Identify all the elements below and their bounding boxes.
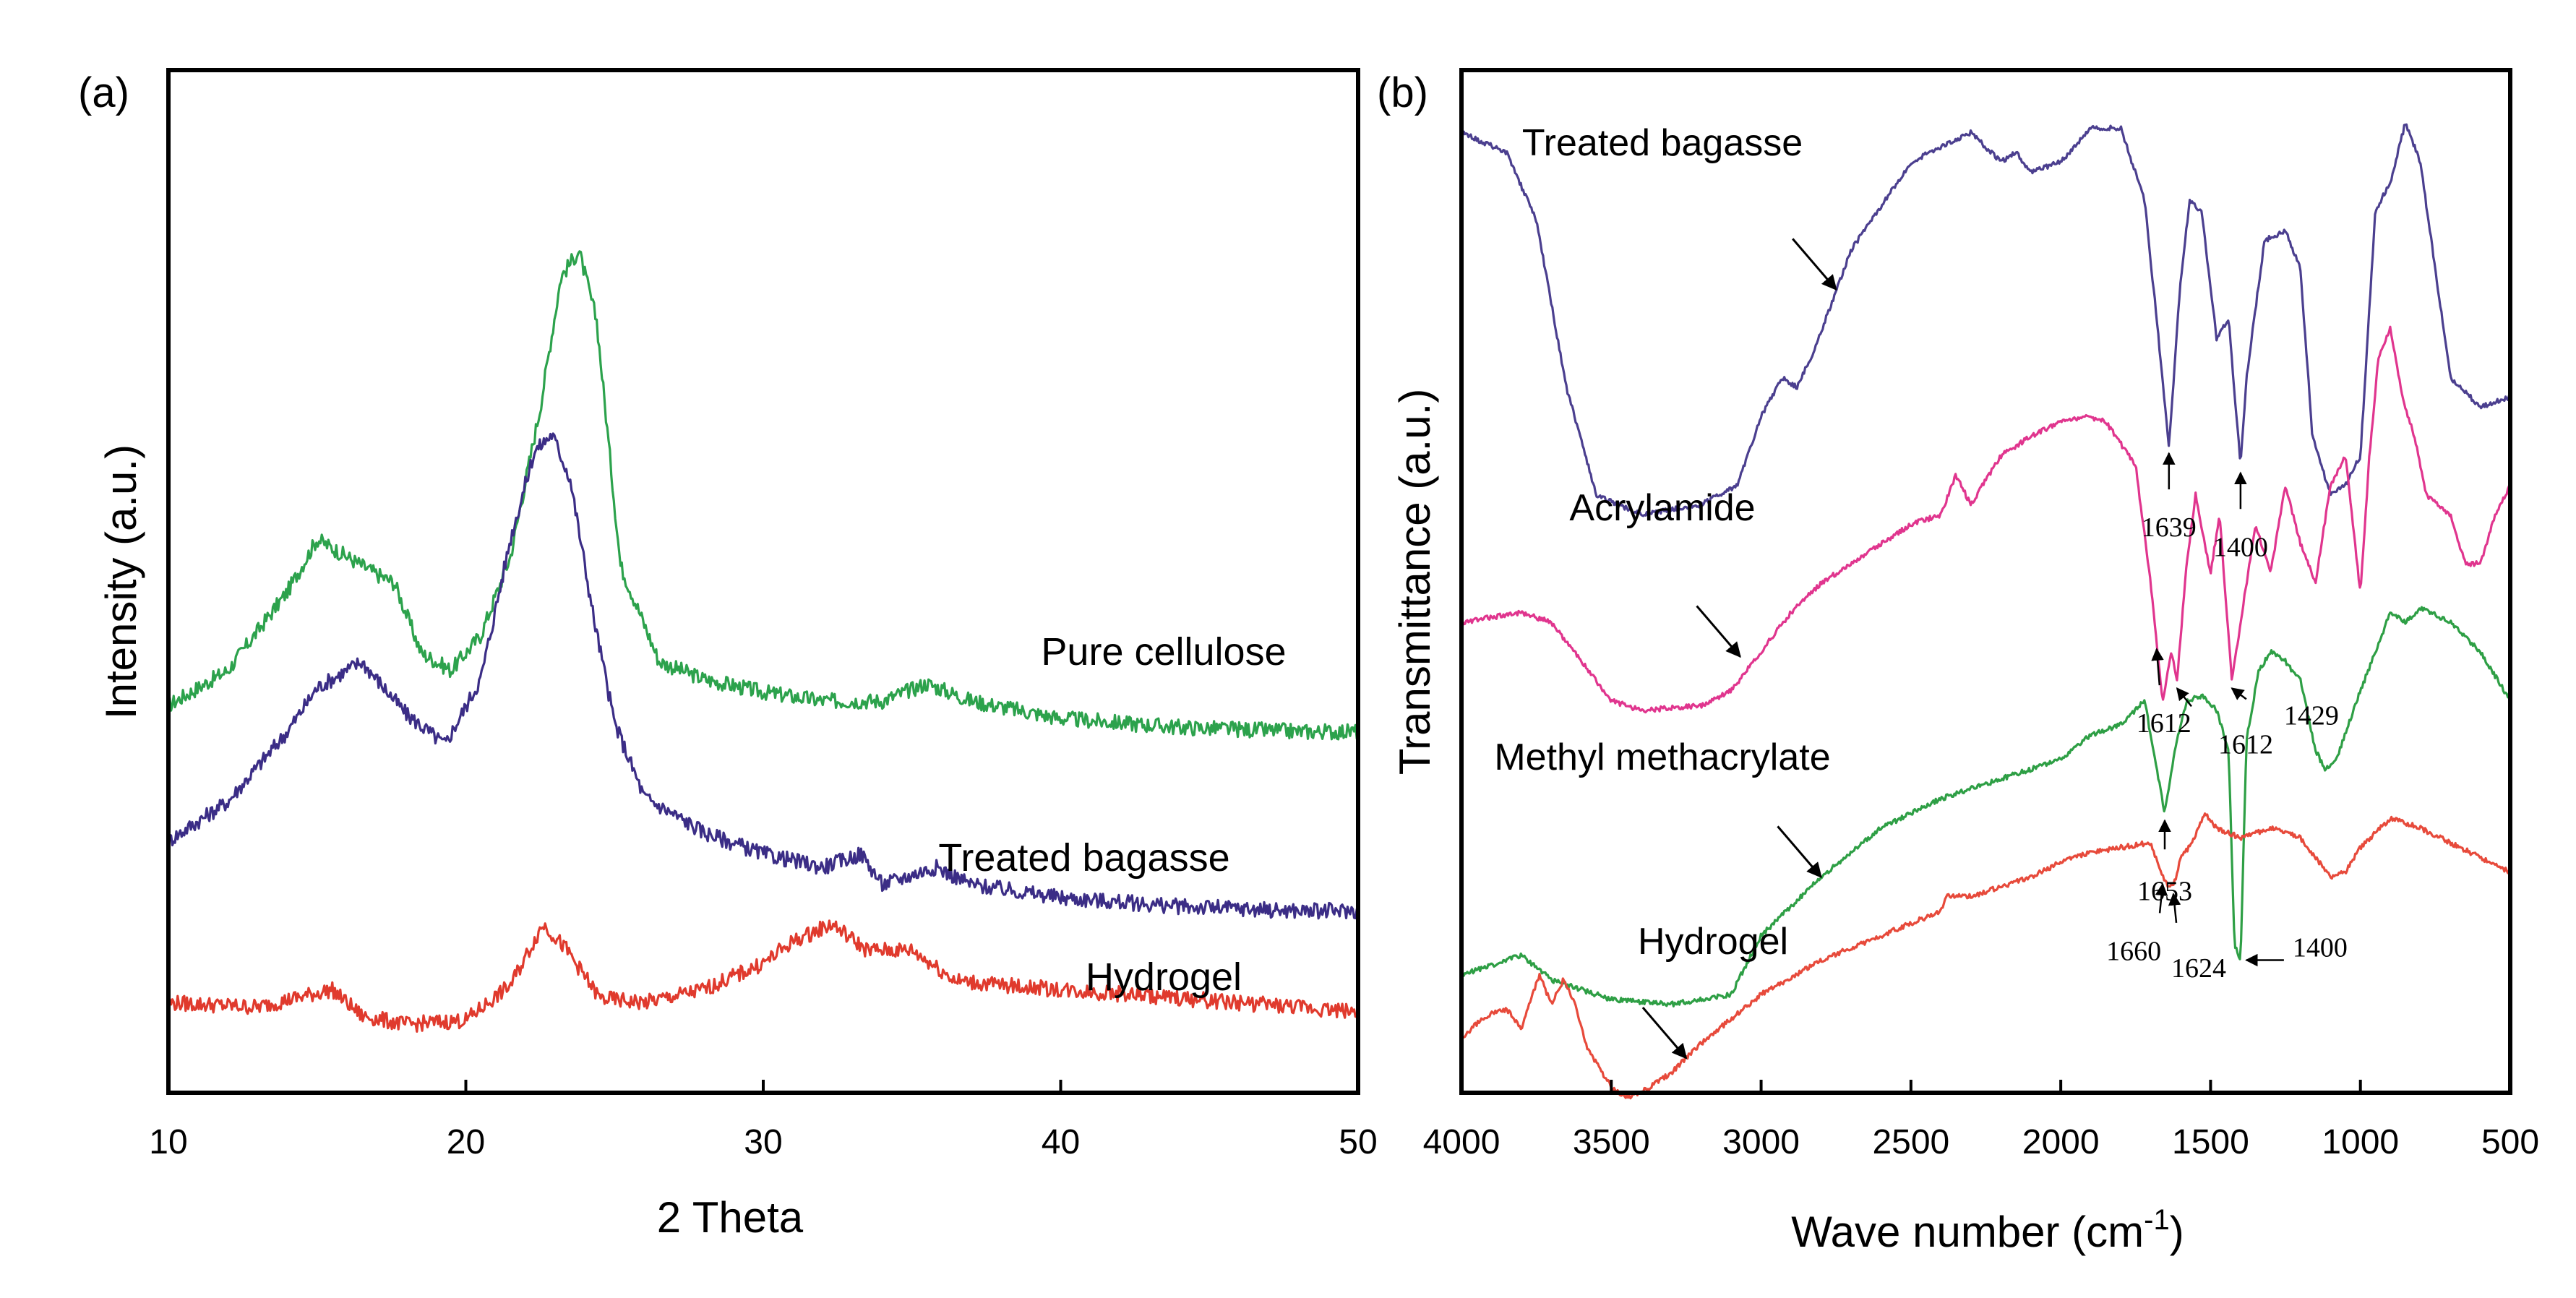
panel-a-x-tick-label-40: 40 (1042, 1123, 1080, 1161)
panel-b-peak-label-1612: 1612 (2218, 729, 2273, 760)
panel-b-x-axis-label-close: ) (2170, 1208, 2184, 1256)
panel-b-x-tick-label-1500: 1500 (2172, 1123, 2249, 1161)
panel-b-series-group (1460, 123, 2512, 1100)
panel-a-x-tick-label-30: 30 (744, 1123, 782, 1161)
panel-b-label-hydrogel: Hydrogel (1638, 921, 1788, 963)
panel-b-label: (b) (1377, 69, 1428, 116)
panel-a-series-treated-bagasse (167, 432, 1360, 920)
panel-a-x-axis-label: 2 Theta (657, 1193, 804, 1242)
panel-b-x-tick-label-3500: 3500 (1573, 1123, 1650, 1161)
panel-b-series-acrylamide (1461, 325, 2512, 714)
panel-b-x-axis-label: Wave number (cm-1) (1791, 1204, 2184, 1256)
panel-a-label-pure-cellulose: Pure cellulose (1041, 630, 1286, 674)
panel-b-label-arrow-acrylamide (1696, 605, 1741, 658)
panel-b-x-tick-label-4000: 4000 (1423, 1123, 1500, 1161)
panel-a-series-hydrogel (167, 919, 1359, 1033)
panel-a-label: (a) (78, 69, 129, 116)
panel-b-x-ticks: 4000 3500 3000 2500 2000 1500 1000 500 (1423, 1080, 2539, 1161)
panel-b-peak-label-1639: 1639 (2142, 512, 2197, 543)
panel-b-series-methyl-methacrylate (1461, 606, 2512, 1007)
panel-b-peak-label-1429: 1429 (2284, 700, 2339, 731)
panel-b-peak-arrow-1624 (2168, 893, 2181, 924)
panel-a-x-tick-label-20: 20 (447, 1123, 485, 1161)
panel-a-y-axis-label: Intensity (a.u.) (97, 444, 145, 719)
panel-b-label-acrylamide: Acrylamide (1569, 487, 1755, 529)
panel-b-label-treated-bagasse: Treated bagasse (1522, 122, 1803, 164)
panel-a-series-labels: Pure cellulose Treated bagasse Hydrogel (938, 630, 1286, 999)
panel-b-peak-label-1624: 1624 (2171, 953, 2226, 984)
panel-b-peak-label-1653: 1653 (2137, 876, 2192, 906)
panel-b-peak-arrow-1612 (2176, 687, 2192, 708)
panel-a-label-treated-bagasse: Treated bagasse (938, 836, 1229, 880)
panel-b-y-axis-label: Transmittance (a.u.) (1391, 389, 1439, 775)
panel-b-peak-annotations: 1639 1400 1612 1612 1429 1653 1400 1660 1624 (2106, 452, 2348, 984)
panel-a-x-tick-label-10: 10 (149, 1123, 187, 1161)
panel-b-series-labels: Treated bagasse Acrylamide Methyl methacry… (1494, 122, 1837, 1060)
panel-a-x-ticks: 10 20 30 40 50 (149, 1080, 1378, 1161)
panel-a-x-tick-label-50: 50 (1339, 1123, 1377, 1161)
panel-b-peak-label-1400: 1400 (2213, 532, 2268, 562)
panel-a-xrd: (a) Pure cellulose Treated bagasse Hydroge… (78, 68, 1378, 1242)
panel-b-peak-arrow-1612 (2151, 648, 2164, 686)
panel-b-label-arrow-hydrogel (1641, 1007, 1688, 1060)
panel-b-x-tick-label-500: 500 (2481, 1123, 2539, 1161)
panel-a-axes-frame (166, 68, 1360, 1095)
panel-b-peak-arrow-1660 (2155, 882, 2168, 914)
panel-b-peak-label-1612: 1612 (2137, 708, 2191, 739)
panel-b-peak-arrow-1429 (2231, 687, 2247, 700)
panel-a-series-group (167, 250, 1360, 1033)
panel-b-peak-label-1660: 1660 (2106, 936, 2161, 966)
panel-b-label-arrow-treated-bagasse (1792, 238, 1837, 291)
panel-b-x-tick-label-2500: 2500 (1872, 1123, 1949, 1161)
panel-a-label-hydrogel: Hydrogel (1086, 955, 1242, 999)
panel-b-axes-frame (1459, 68, 2512, 1095)
panel-b-x-tick-label-2000: 2000 (2022, 1123, 2100, 1161)
panel-b-x-axis-label-main: Wave number (cm (1791, 1208, 2144, 1256)
panel-b-x-tick-label-3000: 3000 (1722, 1123, 1800, 1161)
panel-b-ftir: (b) Treated bagasse Acrylamide Methyl meth… (1377, 68, 2539, 1256)
panel-b-peak-label-1400: 1400 (2293, 933, 2348, 963)
panel-b-series-treated-bagasse (1460, 123, 2511, 517)
panel-b-x-axis-label-sup: -1 (2144, 1204, 2170, 1236)
panel-b-label-arrow-methyl-methacrylate (1777, 825, 1822, 878)
panel-b-label-methyl-methacrylate: Methyl methacrylate (1494, 736, 1830, 778)
panel-b-x-tick-label-1000: 1000 (2322, 1123, 2399, 1161)
panel-a-series-pure-cellulose (167, 250, 1360, 741)
panel-b-series-hydrogel (1460, 812, 2511, 1100)
